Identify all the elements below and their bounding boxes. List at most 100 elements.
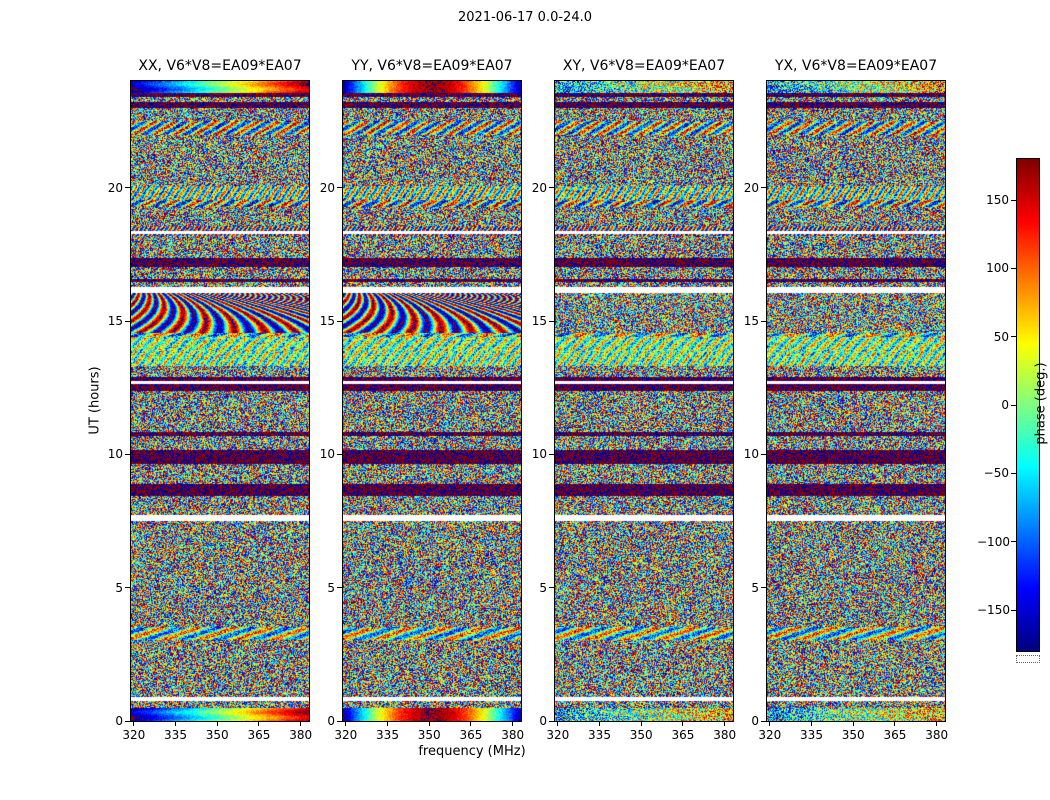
y-tick-label: 0 <box>115 714 123 728</box>
x-tick-label: 320 <box>758 728 782 742</box>
panel-title: XY, V6*V8=EA09*EA07 <box>562 58 726 74</box>
colorbar-tick-mark <box>1011 267 1016 269</box>
colorbar-tick-mark <box>1011 199 1016 201</box>
y-tick-label: 20 <box>743 180 759 195</box>
panel-title: YY, V6*V8=EA09*EA07 <box>351 58 513 74</box>
heatmap-panel-xx: XX, V6*V8=EA09*EA07 320 335 350 365 380 0 5 10 1… <box>108 58 312 742</box>
heatmap-canvas <box>343 81 521 721</box>
x-tick-mark <box>216 722 218 726</box>
y-tick-mark <box>337 587 342 589</box>
x-tick-label: 350 <box>841 728 865 742</box>
x-tick-label: 335 <box>588 728 611 742</box>
y-tick-mark <box>761 453 766 455</box>
x-tick-mark <box>557 722 559 726</box>
y-tick-mark <box>337 187 342 189</box>
colorbar-tick-label: −150 <box>977 603 1010 617</box>
colorbar-tick-label: −50 <box>983 466 1009 481</box>
x-tick-label: 335 <box>164 728 187 742</box>
y-tick-label: 5 <box>751 580 759 595</box>
y-tick-label: 10 <box>319 447 335 462</box>
x-tick-mark <box>175 722 176 726</box>
x-tick-mark <box>512 722 514 726</box>
panel-title: YX, V6*V8=EA09*EA07 <box>774 58 938 74</box>
colorbar-canvas <box>1017 159 1039 651</box>
colorbar-tick-mark <box>1011 336 1016 338</box>
x-tick-mark <box>724 722 726 726</box>
x-tick-label: 365 <box>459 728 483 742</box>
y-tick-label: 5 <box>115 580 123 595</box>
x-tick-label: 335 <box>800 728 823 742</box>
x-tick-label: 350 <box>629 728 653 742</box>
panel-title: XX, V6*V8=EA09*EA07 <box>138 58 302 74</box>
y-tick-label: 20 <box>107 180 123 195</box>
colorbar: 150 100 50 0 −50 −100 −150 <box>977 158 1040 652</box>
y-tick-mark <box>549 187 554 189</box>
colorbar-extend <box>1016 655 1040 663</box>
colorbar-tick-mark <box>1011 609 1016 611</box>
x-tick-label: 350 <box>417 728 441 742</box>
x-tick-mark <box>599 722 600 726</box>
heatmap-panel-xy: XY, V6*V8=EA09*EA07 320 335 350 365 380 0 5 10 1… <box>532 58 736 742</box>
y-tick-label: 20 <box>319 180 335 195</box>
colorbar-tick-mark <box>1011 541 1016 543</box>
y-tick-mark <box>125 187 130 189</box>
y-tick-mark <box>549 720 554 722</box>
y-tick-label: 10 <box>107 447 123 462</box>
y-tick-mark <box>337 720 342 722</box>
x-tick-mark <box>470 722 472 726</box>
y-tick-label: 5 <box>327 580 335 595</box>
x-tick-label: 320 <box>122 728 146 742</box>
y-tick-label: 15 <box>531 314 547 328</box>
heatmap-panel-yy: YY, V6*V8=EA09*EA07 320 335 350 365 380 0 5 10 1… <box>320 58 524 742</box>
y-tick-mark <box>761 587 766 589</box>
y-tick-mark <box>761 320 766 322</box>
heatmap-canvas <box>131 81 309 721</box>
colorbar-tick-label: 50 <box>993 329 1009 344</box>
y-tick-label: 5 <box>539 580 547 595</box>
y-tick-mark <box>337 453 342 455</box>
heatmap-canvas <box>555 81 733 721</box>
y-tick-label: 0 <box>751 714 759 728</box>
y-tick-mark <box>549 453 554 455</box>
y-tick-mark <box>549 587 554 589</box>
x-tick-label: 380 <box>501 728 525 742</box>
x-tick-label: 320 <box>334 728 358 742</box>
y-tick-label: 0 <box>539 714 547 728</box>
y-tick-label: 20 <box>531 180 547 195</box>
x-tick-mark <box>640 722 642 726</box>
x-tick-mark <box>894 722 896 726</box>
y-tick-mark <box>125 587 130 589</box>
x-tick-label: 380 <box>713 728 737 742</box>
x-tick-mark <box>428 722 430 726</box>
y-tick-mark <box>761 720 766 722</box>
heatmap-canvas <box>767 81 945 721</box>
x-tick-label: 365 <box>247 728 271 742</box>
y-tick-label: 10 <box>743 447 759 462</box>
heatmap-panel-yx: YX, V6*V8=EA09*EA07 320 335 350 365 380 0 5 10 1… <box>744 58 948 742</box>
y-tick-mark <box>125 320 130 322</box>
colorbar-tick-label: 100 <box>986 261 1009 276</box>
x-tick-label: 320 <box>546 728 570 742</box>
y-tick-label: 0 <box>327 714 335 728</box>
colorbar-tick-label: 0 <box>1001 398 1009 412</box>
x-tick-mark <box>811 722 812 726</box>
y-tick-mark <box>125 453 130 455</box>
y-tick-label: 15 <box>743 314 759 328</box>
x-tick-mark <box>258 722 260 726</box>
x-axis-label: frequency (MHz) <box>418 744 526 759</box>
x-tick-mark <box>133 722 135 726</box>
x-tick-label: 365 <box>883 728 907 742</box>
x-tick-mark <box>345 722 347 726</box>
x-tick-label: 380 <box>289 728 313 742</box>
x-tick-mark <box>852 722 854 726</box>
y-tick-mark <box>125 720 130 722</box>
figure-title: 2021-06-17 0.0-24.0 <box>458 10 592 25</box>
y-tick-mark <box>549 320 554 322</box>
x-tick-mark <box>936 722 938 726</box>
x-tick-label: 380 <box>925 728 949 742</box>
x-tick-mark <box>300 722 302 726</box>
y-tick-label: 10 <box>531 447 547 462</box>
y-tick-mark <box>761 187 766 189</box>
colorbar-label: phase (deg.) <box>1033 362 1049 445</box>
x-tick-label: 335 <box>376 728 399 742</box>
